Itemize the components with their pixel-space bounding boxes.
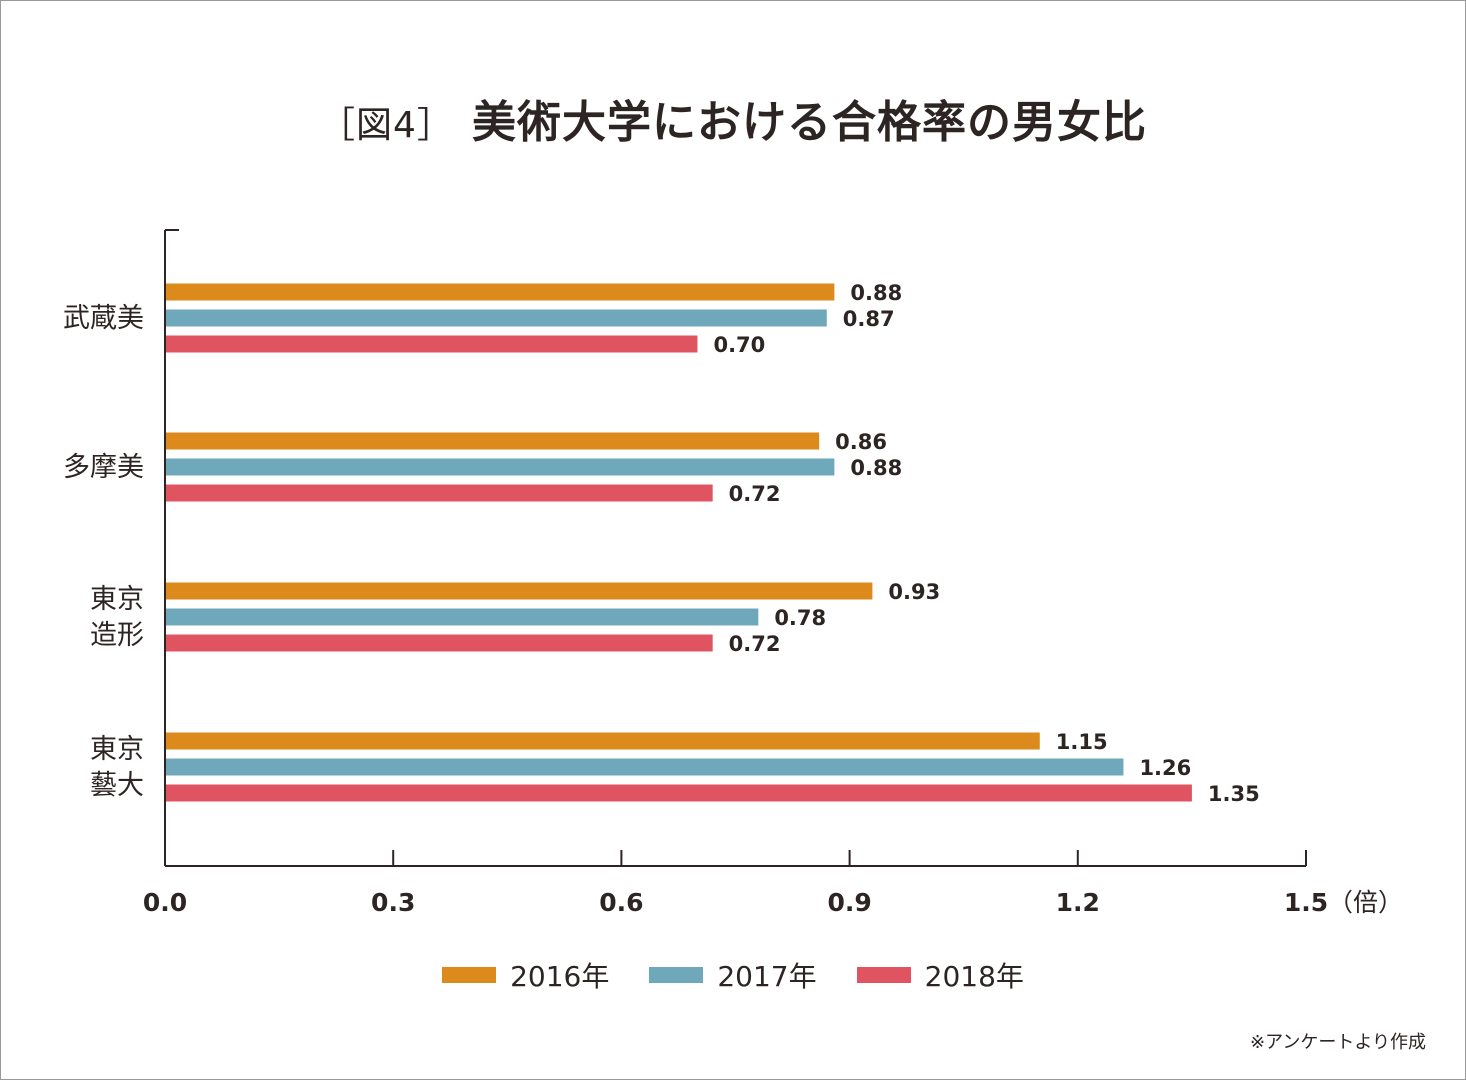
bar: [166, 283, 835, 301]
value-label: 1.35: [1208, 782, 1260, 806]
legend-swatch: [442, 967, 497, 983]
value-label: 0.70: [713, 333, 765, 357]
value-label: 0.72: [729, 632, 781, 656]
category-label: 東京: [90, 584, 144, 615]
legend-swatch: [856, 967, 911, 983]
x-tick-label: 0.3: [371, 888, 415, 917]
bar: [166, 608, 759, 626]
bar: [166, 732, 1040, 750]
legend-label: 2017年: [717, 960, 817, 993]
legend-item: 2016年: [442, 955, 609, 995]
value-label: 1.26: [1139, 756, 1191, 780]
x-tick-label: 1.5: [1284, 888, 1328, 917]
value-label: 0.72: [729, 482, 781, 506]
bar: [166, 634, 713, 652]
x-tick-label: 1.2: [1056, 888, 1100, 917]
legend-item: 2017年: [649, 955, 817, 995]
x-tick-label: 0.9: [827, 888, 871, 917]
bar: [166, 309, 827, 327]
value-label: 0.88: [850, 456, 902, 480]
legend-label: 2018年: [924, 960, 1024, 993]
bar: [166, 458, 835, 476]
category-label: 藝大: [90, 770, 144, 801]
bar: [166, 758, 1124, 776]
category-label: 多摩美: [63, 452, 144, 483]
value-label: 1.15: [1056, 730, 1108, 754]
title-main: 美術大学における合格率の男女比: [471, 97, 1147, 148]
title-prefix: ［図4］: [319, 105, 454, 146]
legend-label: 2016年: [510, 960, 610, 993]
chart-title: ［図4］ 美術大学における合格率の男女比: [0, 86, 1466, 150]
bar: [166, 484, 713, 502]
value-label: 0.86: [835, 430, 887, 454]
x-tick-label: 0.0: [143, 888, 187, 917]
source-note: ※アンケートより作成: [1249, 1032, 1426, 1053]
category-label: 造形: [90, 620, 144, 651]
category-label: 東京: [90, 734, 144, 765]
legend: 2016年 2017年 2018年: [0, 955, 1466, 995]
value-label: 0.93: [888, 580, 940, 604]
value-label: 0.88: [850, 281, 902, 305]
bar: [166, 582, 873, 600]
value-label: 0.87: [843, 307, 895, 331]
value-label: 0.78: [774, 606, 826, 630]
category-label: 武蔵美: [63, 303, 144, 334]
bar: [166, 432, 820, 450]
bar: [166, 335, 698, 353]
legend-item: 2018年: [856, 955, 1024, 995]
x-unit-label: （倍）: [1328, 888, 1403, 917]
legend-swatch: [649, 967, 704, 983]
x-tick-label: 0.6: [599, 888, 643, 917]
bar: [166, 784, 1192, 802]
